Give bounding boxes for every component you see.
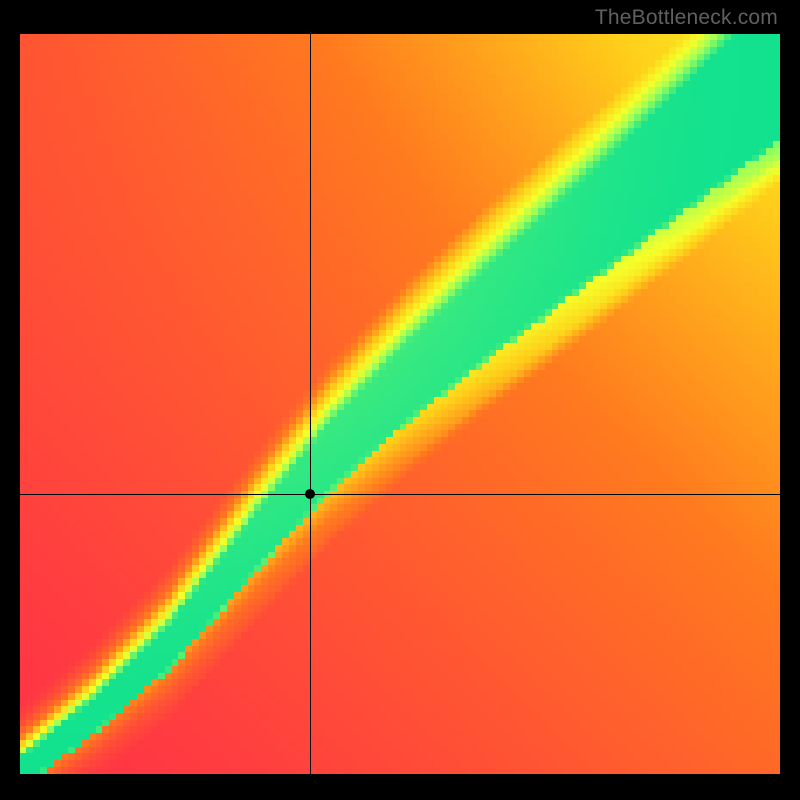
- watermark-text: TheBottleneck.com: [595, 6, 778, 30]
- heatmap-canvas: [20, 34, 780, 774]
- heatmap-plot: [20, 34, 780, 774]
- chart-container: TheBottleneck.com: [0, 0, 800, 800]
- selection-marker: [305, 489, 315, 499]
